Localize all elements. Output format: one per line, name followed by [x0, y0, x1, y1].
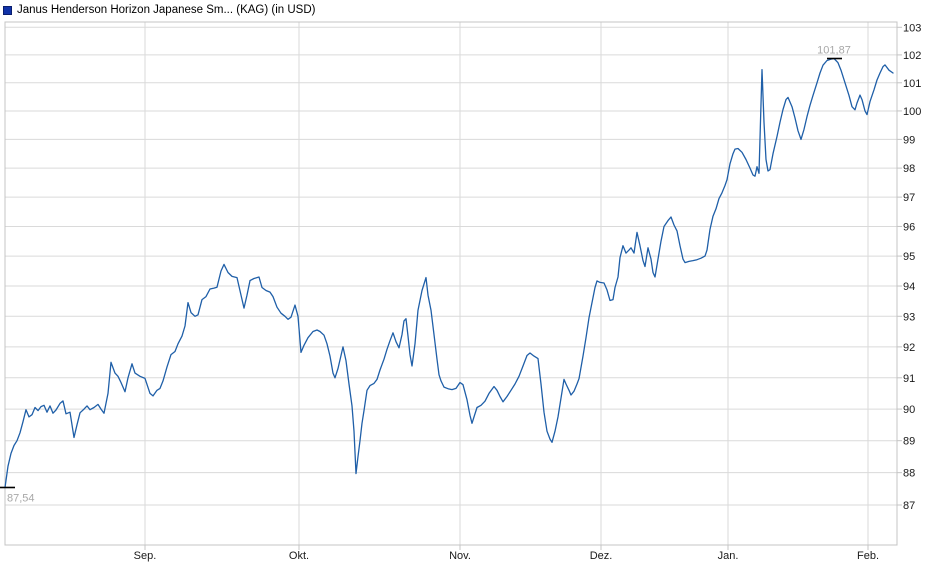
y-axis-label: 96 — [903, 221, 915, 233]
y-axis-label: 95 — [903, 251, 915, 263]
y-axis-label: 92 — [903, 342, 915, 354]
y-axis-label: 100 — [903, 106, 921, 118]
x-axis-label: Jan. — [718, 550, 739, 562]
plot-border — [4, 21, 898, 546]
y-axis-label: 98 — [903, 163, 915, 175]
series-color-swatch-icon — [3, 5, 12, 15]
y-axis-label: 90 — [903, 404, 915, 416]
y-axis-label: 93 — [903, 311, 915, 323]
x-axis-label: Nov. — [449, 550, 471, 562]
x-axis-label: Feb. — [857, 550, 879, 562]
x-axis-label: Dez. — [590, 550, 613, 562]
y-axis-label: 101 — [903, 78, 921, 90]
chart-title: Janus Henderson Horizon Japanese Sm... (… — [17, 4, 316, 16]
y-axis-label: 94 — [903, 281, 915, 293]
y-axis-label: 88 — [903, 468, 915, 480]
y-axis-label: 91 — [903, 373, 915, 385]
y-axis-label: 87 — [903, 500, 915, 512]
x-axis-label: Okt. — [289, 550, 309, 562]
y-axis-label: 97 — [903, 192, 915, 204]
y-axis-label: 103 — [903, 22, 921, 34]
y-axis-label: 99 — [903, 134, 915, 146]
y-axis-label: 102 — [903, 50, 921, 62]
y-axis-label: 89 — [903, 436, 915, 448]
chart-legend: Janus Henderson Horizon Japanese Sm... (… — [3, 2, 315, 18]
price-line — [4, 57, 894, 489]
min-value-label: 87,54 — [7, 492, 35, 504]
max-value-label: 101,87 — [817, 45, 851, 57]
x-axis-label: Sep. — [134, 550, 157, 562]
